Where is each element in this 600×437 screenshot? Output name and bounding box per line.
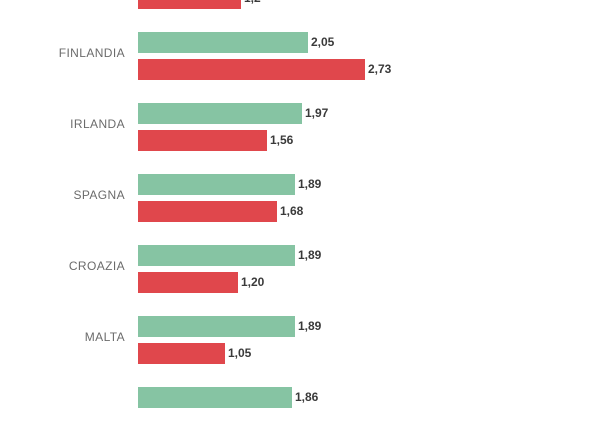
green-bar xyxy=(138,174,295,195)
red-bar xyxy=(138,272,238,293)
red-bar xyxy=(138,343,225,364)
chart-row: CROAZIA 1,89 1,20 xyxy=(0,245,600,295)
category-label: SPAGNA xyxy=(73,188,125,202)
red-bar xyxy=(138,59,365,80)
value-label: 1,05 xyxy=(228,346,252,360)
category-label: IRLANDA xyxy=(70,117,125,131)
category-label: FINLANDIA xyxy=(58,46,125,60)
category-label: MALTA xyxy=(84,330,125,344)
value-label: 1,2 xyxy=(244,0,261,5)
bar-chart: 1,2 FINLANDIA 2,05 2,73 IRLANDA 1,97 1,56 SPAGN… xyxy=(0,0,600,408)
value-label: 1,89 xyxy=(298,177,322,191)
green-bar xyxy=(138,245,295,266)
value-label: 1,86 xyxy=(295,390,319,404)
green-bar xyxy=(138,387,292,408)
category-label: CROAZIA xyxy=(68,259,125,273)
green-bar xyxy=(138,32,308,53)
value-label: 1,89 xyxy=(298,319,322,333)
value-label: 1,89 xyxy=(298,248,322,262)
value-label: 1,56 xyxy=(270,133,294,147)
chart-row: MALTA 1,89 1,05 xyxy=(0,316,600,366)
value-label: 1,97 xyxy=(305,106,329,120)
value-label: 2,73 xyxy=(368,62,392,76)
chart-row: 1,2 xyxy=(0,0,600,11)
value-label: 2,05 xyxy=(311,35,335,49)
chart-row: IRLANDA 1,97 1,56 xyxy=(0,103,600,153)
value-label: 1,20 xyxy=(241,275,265,289)
chart-row: 1,86 xyxy=(0,387,600,437)
chart-row: SPAGNA 1,89 1,68 xyxy=(0,174,600,224)
value-label: 1,68 xyxy=(280,204,304,218)
red-bar xyxy=(138,0,241,9)
red-bar xyxy=(138,130,267,151)
red-bar xyxy=(138,201,277,222)
green-bar xyxy=(138,103,302,124)
chart-row: FINLANDIA 2,05 2,73 xyxy=(0,32,600,82)
green-bar xyxy=(138,316,295,337)
